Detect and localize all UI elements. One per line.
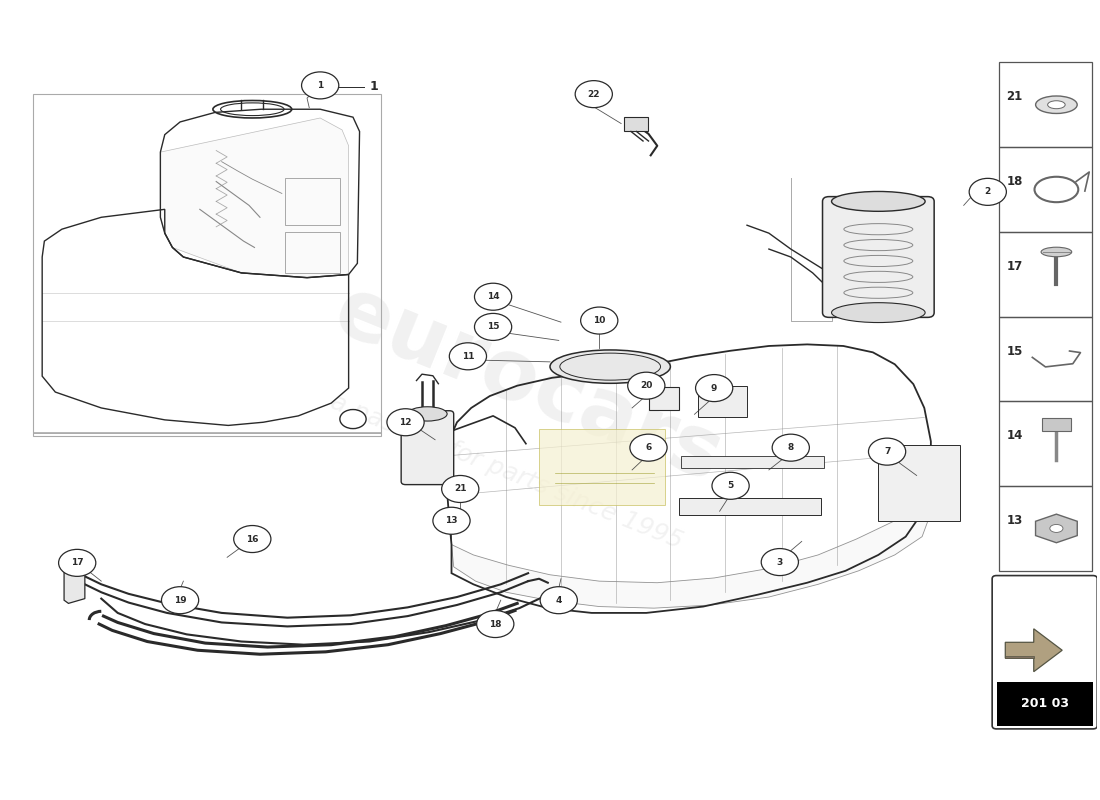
- Text: 11: 11: [462, 352, 474, 361]
- Circle shape: [433, 507, 470, 534]
- Bar: [33, 94, 382, 436]
- Circle shape: [581, 307, 618, 334]
- Text: 22: 22: [587, 90, 600, 98]
- Bar: [625, 117, 649, 131]
- Circle shape: [772, 434, 810, 461]
- Circle shape: [474, 314, 512, 341]
- Ellipse shape: [1041, 247, 1071, 257]
- Text: 15: 15: [1006, 345, 1023, 358]
- Bar: [999, 486, 1091, 571]
- Circle shape: [476, 610, 514, 638]
- Ellipse shape: [1049, 525, 1063, 533]
- Circle shape: [340, 410, 366, 429]
- Text: 19: 19: [174, 596, 186, 605]
- Bar: [999, 62, 1091, 147]
- Text: 4: 4: [556, 596, 562, 605]
- Ellipse shape: [832, 302, 925, 322]
- Text: 9: 9: [711, 383, 717, 393]
- Bar: [285, 178, 340, 226]
- Circle shape: [233, 526, 271, 553]
- Text: 2: 2: [981, 186, 990, 198]
- Circle shape: [449, 342, 486, 370]
- Ellipse shape: [550, 350, 670, 383]
- Text: 3: 3: [777, 558, 783, 566]
- Bar: [878, 446, 960, 521]
- Circle shape: [540, 586, 578, 614]
- Ellipse shape: [1047, 101, 1065, 109]
- Text: 13: 13: [1006, 514, 1023, 527]
- Text: 16: 16: [246, 534, 258, 543]
- Text: 21: 21: [454, 485, 466, 494]
- FancyBboxPatch shape: [823, 197, 934, 318]
- Circle shape: [387, 409, 425, 436]
- Text: 15: 15: [487, 322, 499, 331]
- Circle shape: [301, 72, 339, 99]
- Bar: [999, 232, 1091, 317]
- Polygon shape: [1005, 629, 1063, 672]
- Bar: [999, 402, 1091, 486]
- Text: 6: 6: [646, 443, 651, 452]
- Bar: [1042, 418, 1070, 431]
- Circle shape: [162, 586, 199, 614]
- Polygon shape: [1035, 514, 1077, 542]
- Text: a passion for parts since 1995: a passion for parts since 1995: [327, 390, 685, 554]
- Ellipse shape: [408, 406, 447, 421]
- Text: 14: 14: [487, 292, 499, 302]
- Bar: [285, 231, 340, 273]
- Text: 12: 12: [399, 418, 411, 426]
- Text: 14: 14: [1006, 430, 1023, 442]
- Circle shape: [969, 178, 1006, 206]
- Text: 17: 17: [1006, 260, 1023, 273]
- Polygon shape: [161, 118, 349, 278]
- Circle shape: [58, 550, 96, 576]
- Bar: [681, 456, 824, 467]
- Text: 17: 17: [70, 558, 84, 567]
- FancyBboxPatch shape: [992, 575, 1097, 729]
- Ellipse shape: [832, 191, 925, 211]
- Bar: [697, 386, 747, 418]
- Circle shape: [869, 438, 905, 465]
- Text: 1: 1: [370, 81, 378, 94]
- Text: 13: 13: [446, 516, 458, 526]
- Circle shape: [441, 475, 478, 502]
- Text: 2: 2: [984, 187, 991, 196]
- Bar: [999, 147, 1091, 232]
- Text: 7: 7: [884, 447, 890, 456]
- Polygon shape: [64, 558, 85, 603]
- Polygon shape: [1005, 656, 1034, 658]
- Text: 5: 5: [727, 482, 734, 490]
- Text: 201 03: 201 03: [1021, 697, 1069, 710]
- Circle shape: [474, 283, 512, 310]
- Text: 20: 20: [640, 381, 652, 390]
- Bar: [539, 430, 664, 505]
- Bar: [679, 498, 822, 515]
- Bar: [999, 317, 1091, 402]
- Circle shape: [695, 374, 733, 402]
- Text: 1: 1: [317, 81, 323, 90]
- Text: 21: 21: [1006, 90, 1023, 103]
- Bar: [997, 682, 1092, 726]
- Circle shape: [761, 549, 799, 575]
- Polygon shape: [451, 481, 931, 608]
- Circle shape: [630, 434, 667, 461]
- Text: 8: 8: [788, 443, 794, 452]
- Text: 18: 18: [1006, 175, 1023, 188]
- Circle shape: [628, 372, 664, 399]
- Text: 10: 10: [593, 316, 605, 325]
- Text: 18: 18: [490, 619, 502, 629]
- Bar: [649, 387, 679, 410]
- Circle shape: [712, 472, 749, 499]
- Ellipse shape: [1035, 96, 1077, 114]
- Text: eurocars: eurocars: [322, 270, 734, 498]
- Circle shape: [575, 81, 613, 108]
- FancyBboxPatch shape: [402, 410, 453, 485]
